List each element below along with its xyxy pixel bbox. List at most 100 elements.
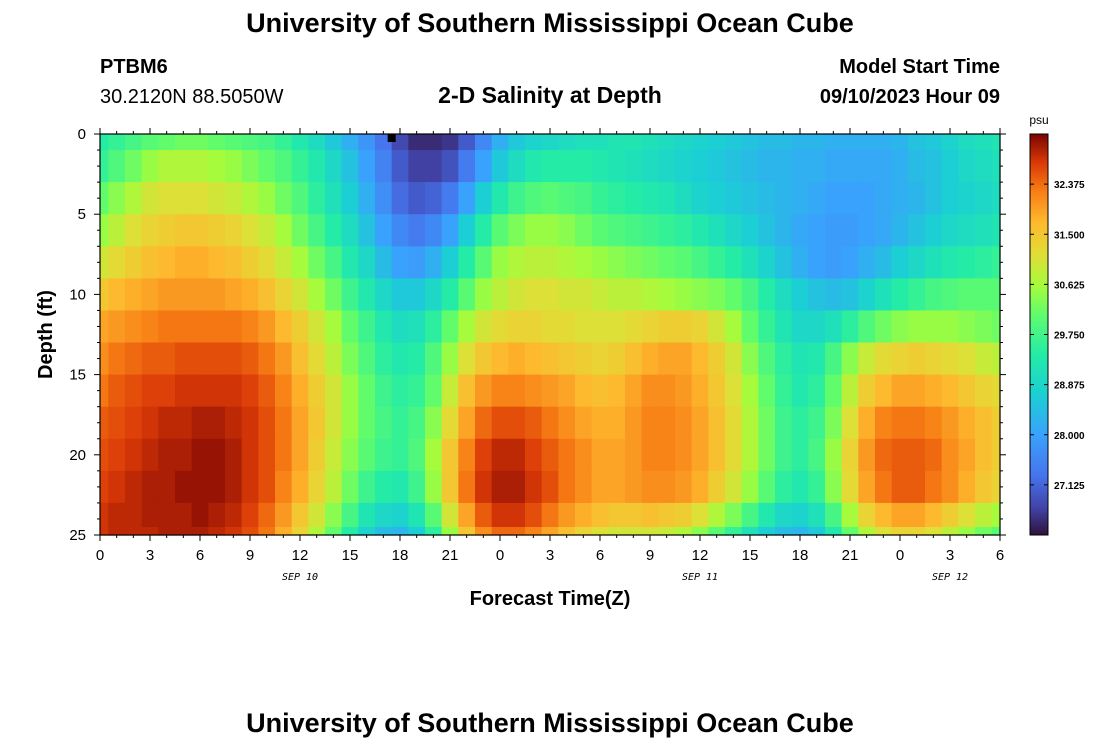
heatmap-cell bbox=[108, 150, 126, 183]
heatmap-cell bbox=[491, 246, 509, 279]
heatmap-cell bbox=[641, 150, 659, 183]
heatmap-cell bbox=[675, 246, 693, 279]
heatmap-cell bbox=[608, 134, 626, 151]
heatmap-cell bbox=[958, 150, 976, 183]
heatmap-cell bbox=[775, 406, 793, 440]
heatmap-cell bbox=[658, 342, 676, 376]
heatmap-cell bbox=[191, 182, 209, 215]
heatmap-cell bbox=[591, 438, 609, 472]
heatmap-cell bbox=[341, 310, 359, 344]
heatmap-cell bbox=[841, 470, 859, 504]
heatmap-cell bbox=[725, 246, 743, 279]
heatmap-cell bbox=[225, 310, 243, 344]
heatmap-cell bbox=[825, 278, 843, 312]
heatmap-cell bbox=[591, 526, 609, 536]
heatmap-cell bbox=[425, 182, 443, 215]
heatmap-cell bbox=[100, 438, 109, 472]
heatmap-cell bbox=[208, 214, 226, 247]
heatmap-cell bbox=[825, 214, 843, 247]
x-axis-label: Forecast Time(Z) bbox=[470, 588, 631, 610]
heatmap-cell bbox=[125, 502, 143, 528]
heatmap-cell bbox=[225, 134, 243, 151]
heatmap-cell bbox=[241, 310, 259, 344]
heatmap-cell bbox=[541, 502, 559, 528]
heatmap-cell bbox=[958, 374, 976, 408]
heatmap-cell bbox=[925, 150, 943, 183]
heatmap-cell bbox=[100, 182, 109, 215]
heatmap-cell bbox=[291, 278, 309, 312]
heatmap-cell bbox=[125, 342, 143, 376]
heatmap-cell bbox=[491, 182, 509, 215]
heatmap-cell bbox=[691, 526, 709, 536]
heatmap-cell bbox=[625, 182, 643, 215]
heatmap-cell bbox=[100, 246, 109, 279]
heatmap-cell bbox=[458, 438, 476, 472]
heatmap-cell bbox=[608, 310, 626, 344]
heatmap-cell bbox=[691, 406, 709, 440]
heatmap-cell bbox=[441, 310, 459, 344]
heatmap-cell bbox=[141, 278, 159, 312]
heatmap-cell bbox=[991, 470, 1001, 504]
heatmap-cell bbox=[508, 526, 526, 536]
heatmap-cell bbox=[191, 150, 209, 183]
heatmap-cell bbox=[158, 526, 176, 536]
heatmap-cell bbox=[375, 214, 393, 247]
heatmap-cell bbox=[125, 406, 143, 440]
heatmap-cell bbox=[100, 278, 109, 312]
heatmap-cell bbox=[341, 150, 359, 183]
heatmap-cell bbox=[808, 134, 826, 151]
colorbar-tick-label: 28.875 bbox=[1054, 381, 1085, 392]
heatmap-cell bbox=[225, 278, 243, 312]
heatmap-cell bbox=[458, 374, 476, 408]
heatmap-cell bbox=[625, 150, 643, 183]
heatmap-cell bbox=[508, 342, 526, 376]
heatmap-cell bbox=[908, 526, 926, 536]
heatmap-cell bbox=[708, 310, 726, 344]
heatmap-cell bbox=[175, 342, 193, 376]
heatmap-cell bbox=[991, 246, 1001, 279]
heatmap-cell bbox=[275, 438, 293, 472]
heatmap-cell bbox=[541, 182, 559, 215]
heatmap-cell bbox=[108, 278, 126, 312]
heatmap-cell bbox=[691, 438, 709, 472]
heatmap-cell bbox=[741, 214, 759, 247]
heatmap-cell bbox=[341, 406, 359, 440]
heatmap-cell bbox=[125, 374, 143, 408]
heatmap-cell bbox=[325, 374, 343, 408]
heatmap-cell bbox=[325, 502, 343, 528]
x-tick-label: 6 bbox=[196, 547, 204, 564]
heatmap-cell bbox=[108, 374, 126, 408]
heatmap-cell bbox=[491, 374, 509, 408]
heatmap-cell bbox=[708, 182, 726, 215]
heatmap-cell bbox=[141, 182, 159, 215]
heatmap-cell bbox=[241, 214, 259, 247]
heatmap-cell bbox=[225, 470, 243, 504]
heatmap-cell bbox=[808, 470, 826, 504]
heatmap-cell bbox=[625, 214, 643, 247]
heatmap-cell bbox=[558, 438, 576, 472]
heatmap-cell bbox=[375, 182, 393, 215]
heatmap-cell bbox=[725, 182, 743, 215]
heatmap-cell bbox=[100, 502, 109, 528]
heatmap-cell bbox=[441, 278, 459, 312]
heatmap-cell bbox=[591, 134, 609, 151]
heatmap-cell bbox=[441, 374, 459, 408]
heatmap-cell bbox=[841, 406, 859, 440]
heatmap-cell bbox=[941, 470, 959, 504]
heatmap-cell bbox=[308, 278, 326, 312]
x-tick-label: 0 bbox=[496, 547, 504, 564]
heatmap-cell bbox=[291, 526, 309, 536]
heatmap-cell bbox=[525, 150, 543, 183]
heatmap-cell bbox=[275, 406, 293, 440]
heatmap-cell bbox=[741, 134, 759, 151]
heatmap-cell bbox=[608, 342, 626, 376]
x-tick-label: 6 bbox=[996, 547, 1004, 564]
heatmap-cell bbox=[425, 214, 443, 247]
heatmap-cell bbox=[708, 502, 726, 528]
heatmap-cell bbox=[325, 278, 343, 312]
heatmap-cell bbox=[158, 246, 176, 279]
heatmap-cell bbox=[991, 150, 1001, 183]
heatmap-cell bbox=[941, 526, 959, 536]
heatmap-cell bbox=[175, 246, 193, 279]
heatmap-cell bbox=[908, 134, 926, 151]
